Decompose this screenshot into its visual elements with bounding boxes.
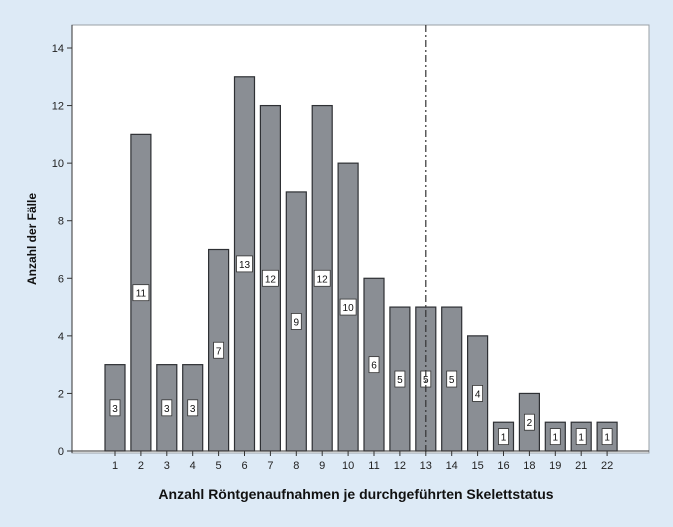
- data-label-box: [161, 399, 173, 417]
- data-label: 1: [553, 433, 559, 444]
- x-tick-label: 18: [523, 460, 535, 472]
- data-label-box: [236, 255, 253, 273]
- data-label-box: [549, 428, 561, 446]
- y-tick-label: 12: [52, 101, 64, 113]
- data-label: 3: [190, 404, 196, 415]
- x-tick-label: 15: [471, 460, 483, 472]
- x-axis-title: Anzahl Röntgenaufnahmen je durchgeführte…: [158, 486, 553, 502]
- data-label: 3: [164, 404, 170, 415]
- data-label-box: [524, 413, 535, 431]
- data-label-box: [446, 370, 458, 388]
- y-tick-label: 10: [52, 158, 64, 170]
- data-label: 1: [501, 433, 507, 444]
- data-label: 2: [527, 418, 533, 429]
- data-label-box: [290, 313, 302, 330]
- x-tick-label: 8: [293, 460, 299, 472]
- x-axis: 1 2 3 4 5 6 7 8 9 10 11 12 13 14 15 16 18 19 21 22: [72, 450, 649, 472]
- x-tick-label: 5: [216, 460, 222, 472]
- x-tick-label: 16: [497, 460, 509, 472]
- data-label-box: [261, 269, 279, 287]
- data-label-box: [132, 284, 150, 302]
- x-tick-label: 22: [601, 460, 613, 472]
- x-tick-label: 9: [319, 460, 325, 472]
- x-tick-label: 10: [342, 460, 354, 472]
- y-tick-label: 6: [58, 273, 64, 285]
- x-tick-label: 14: [446, 460, 458, 472]
- data-label: 9: [294, 317, 300, 328]
- data-label-box: [472, 385, 484, 402]
- y-tick-label: 0: [58, 446, 64, 458]
- bars: 3113371312912106555412111: [104, 76, 618, 452]
- data-label-box: [498, 428, 509, 446]
- x-tick-label: 19: [549, 460, 561, 472]
- data-label: 4: [475, 389, 481, 400]
- x-tick-label: 12: [394, 460, 406, 472]
- data-label: 11: [136, 289, 147, 300]
- data-label-box: [575, 428, 587, 446]
- data-label: 12: [317, 274, 329, 285]
- data-label-box: [187, 399, 199, 417]
- data-label-box: [213, 341, 225, 359]
- data-label: 12: [265, 274, 277, 285]
- data-label: 3: [112, 404, 118, 415]
- data-label-box: [109, 399, 121, 417]
- data-label: 10: [343, 303, 355, 314]
- y-tick-label: 14: [52, 43, 64, 55]
- x-tick-label: 13: [420, 460, 432, 472]
- y-tick-label: 2: [58, 388, 64, 400]
- data-label: 13: [239, 260, 251, 271]
- data-label-box: [368, 356, 380, 374]
- data-label: 5: [397, 375, 403, 386]
- x-tick-label: 11: [368, 460, 379, 472]
- y-tick-label: 4: [58, 331, 64, 343]
- x-tick-label: 7: [267, 460, 273, 472]
- data-label-box: [394, 370, 406, 388]
- data-label-box: [339, 298, 357, 316]
- data-label-box: [313, 269, 331, 287]
- data-label: 5: [449, 375, 455, 386]
- x-tick-label: 3: [164, 460, 170, 472]
- x-tick-label: 1: [112, 460, 118, 472]
- x-tick-label: 4: [190, 460, 196, 472]
- x-tick-label: 21: [575, 460, 587, 472]
- data-label-box: [601, 428, 613, 446]
- data-label: 7: [216, 346, 222, 357]
- y-axis: 0 2 4 6 8 10 12 14: [52, 25, 73, 458]
- data-label: 1: [578, 433, 584, 444]
- y-axis-title: Anzahl der Fälle: [25, 193, 39, 285]
- data-label: 6: [371, 361, 377, 372]
- x-tick-label: 2: [138, 460, 144, 472]
- y-tick-label: 8: [58, 216, 64, 228]
- data-label: 1: [604, 433, 610, 444]
- x-tick-label: 6: [241, 460, 247, 472]
